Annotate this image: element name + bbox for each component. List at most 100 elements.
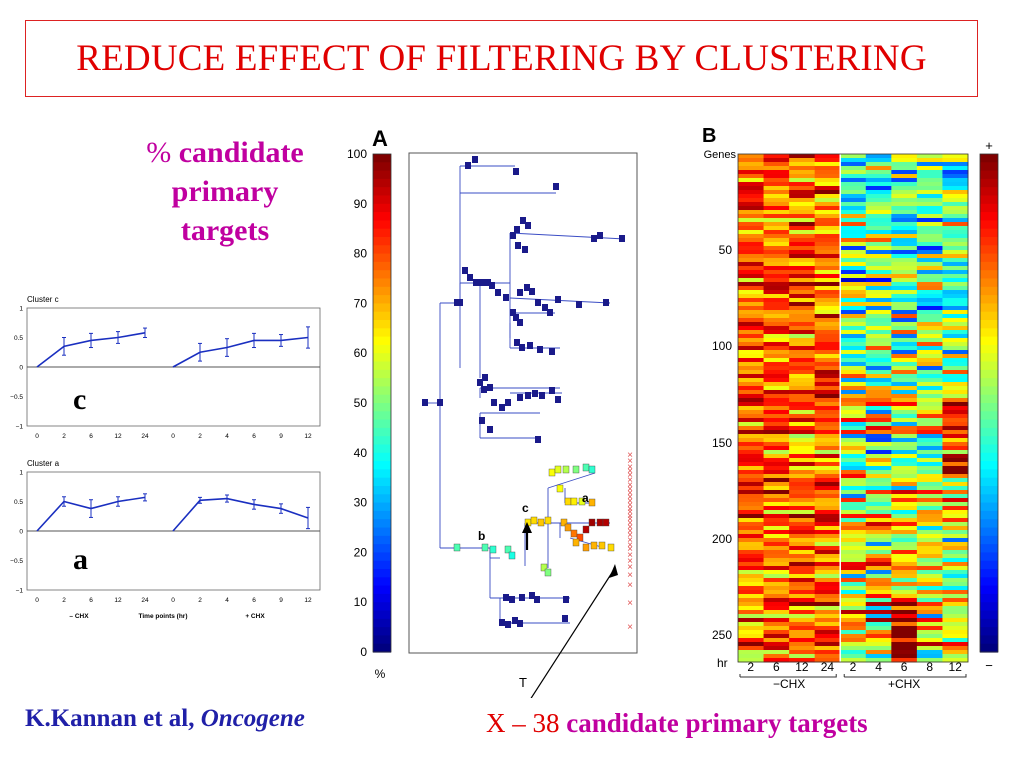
heatmap-cell [916,318,943,323]
heatmap-cell [814,506,841,511]
bracket-plus [843,674,967,678]
heatmap-cell [738,378,765,383]
heatmap-cell [814,418,841,423]
heatmap-cell [916,402,943,407]
heatmap-cell [942,382,969,387]
heatmap-cell [763,322,790,327]
heatmap-cell [789,262,816,267]
tree-node-colored [537,518,545,527]
colorbar-segment [373,618,391,628]
heatmap-cell [763,634,790,639]
heatmap-cell [789,234,816,239]
heatmap-cell [840,190,867,195]
colorbar-segment [373,328,391,338]
heatmap-cell [814,274,841,279]
tree-node-colored [596,518,604,527]
cluster-c-xtick: 24 [141,433,149,440]
heatmap-cell [916,314,943,319]
heatmap-cell [865,486,892,491]
heatmap-cell [840,438,867,443]
heatmap-cell [738,422,765,427]
colorbar-segment [980,361,998,371]
colorbar-segment [980,278,998,288]
cluster-a-ytick: 1 [19,470,23,477]
heatmap-cell [840,506,867,511]
heatmap-cell [789,494,816,499]
heatmap-cell [865,342,892,347]
heatmap-cell [840,414,867,419]
heatmap-cell [916,286,943,291]
heatmap-cell [763,218,790,223]
heatmap-cell [763,514,790,519]
heatmap-cell [789,374,816,379]
colorbar-segment [373,361,391,371]
heatmap-cell [865,158,892,163]
heatmap-cell [814,322,841,327]
colorbar-segment [980,212,998,221]
heatmap-cell [763,434,790,439]
heatmap-cell [814,218,841,223]
heatmap-cell [840,458,867,463]
heatmap-cell [789,622,816,627]
heatmap-cell [789,590,816,595]
heatmap-cell [840,194,867,199]
tree-node-colored [564,497,572,506]
heatmap-cell [916,354,943,359]
heatmap-col-label: 12 [795,660,809,674]
heatmap-ytick: 100 [712,339,732,353]
tree-node [549,387,555,394]
heatmap-cell [814,490,841,495]
heatmap-cell [789,258,816,263]
heatmap-cell [865,654,892,659]
heatmap-cell [840,582,867,587]
heatmap-cell [840,214,867,219]
heatmap-cell [789,190,816,195]
tree-node-colored [602,518,610,527]
heatmap-cell [789,290,816,295]
heatmap-cell [814,574,841,579]
colorbar-segment [980,452,998,462]
heatmap-cell [738,554,765,559]
heatmap-cell [891,318,918,323]
heatmap-cell [942,634,969,639]
heatmap-cell [814,426,841,431]
heatmap-cell [763,330,790,335]
heatmap-cell [840,314,867,319]
heatmap-cell [763,226,790,231]
heatmap-cell [891,638,918,643]
heatmap-cell [891,166,918,171]
heatmap-cell [840,530,867,535]
cluster-a-xtick: 6 [89,597,93,604]
heatmap-cell [814,386,841,391]
heatmap-cell [916,410,943,415]
colorbar-segment [980,394,998,404]
heatmap-cell [814,534,841,539]
heatmap-cell [789,170,816,175]
tree-node [487,426,493,433]
tree-node [525,392,531,399]
colorbar-segment [373,170,391,180]
candidate-x-mark: × [627,488,633,499]
heatmap-cell [763,462,790,467]
heatmap-cell [738,274,765,279]
candidate-x-mark: × [627,500,633,511]
heatmap-cell [763,630,790,635]
heatmap-cell [942,282,969,287]
heatmap-cell [840,346,867,351]
candidate-x-mark: × [627,466,633,477]
heatmap-cell [891,258,918,263]
heatmap-cell [789,598,816,603]
tree-node [563,596,569,603]
heatmap-cell [916,266,943,271]
heatmap-cell [865,606,892,611]
heatmap-cell [916,330,943,335]
heatmap-cell [763,590,790,595]
heatmap-cell [865,558,892,563]
tree-node [519,594,525,601]
heatmap-cell [840,162,867,167]
heatmap-cell [738,610,765,615]
heatmap-cell [789,438,816,443]
heatmap-cell [942,286,969,291]
colorbar-segment [980,602,998,612]
heatmap-cell [865,214,892,219]
